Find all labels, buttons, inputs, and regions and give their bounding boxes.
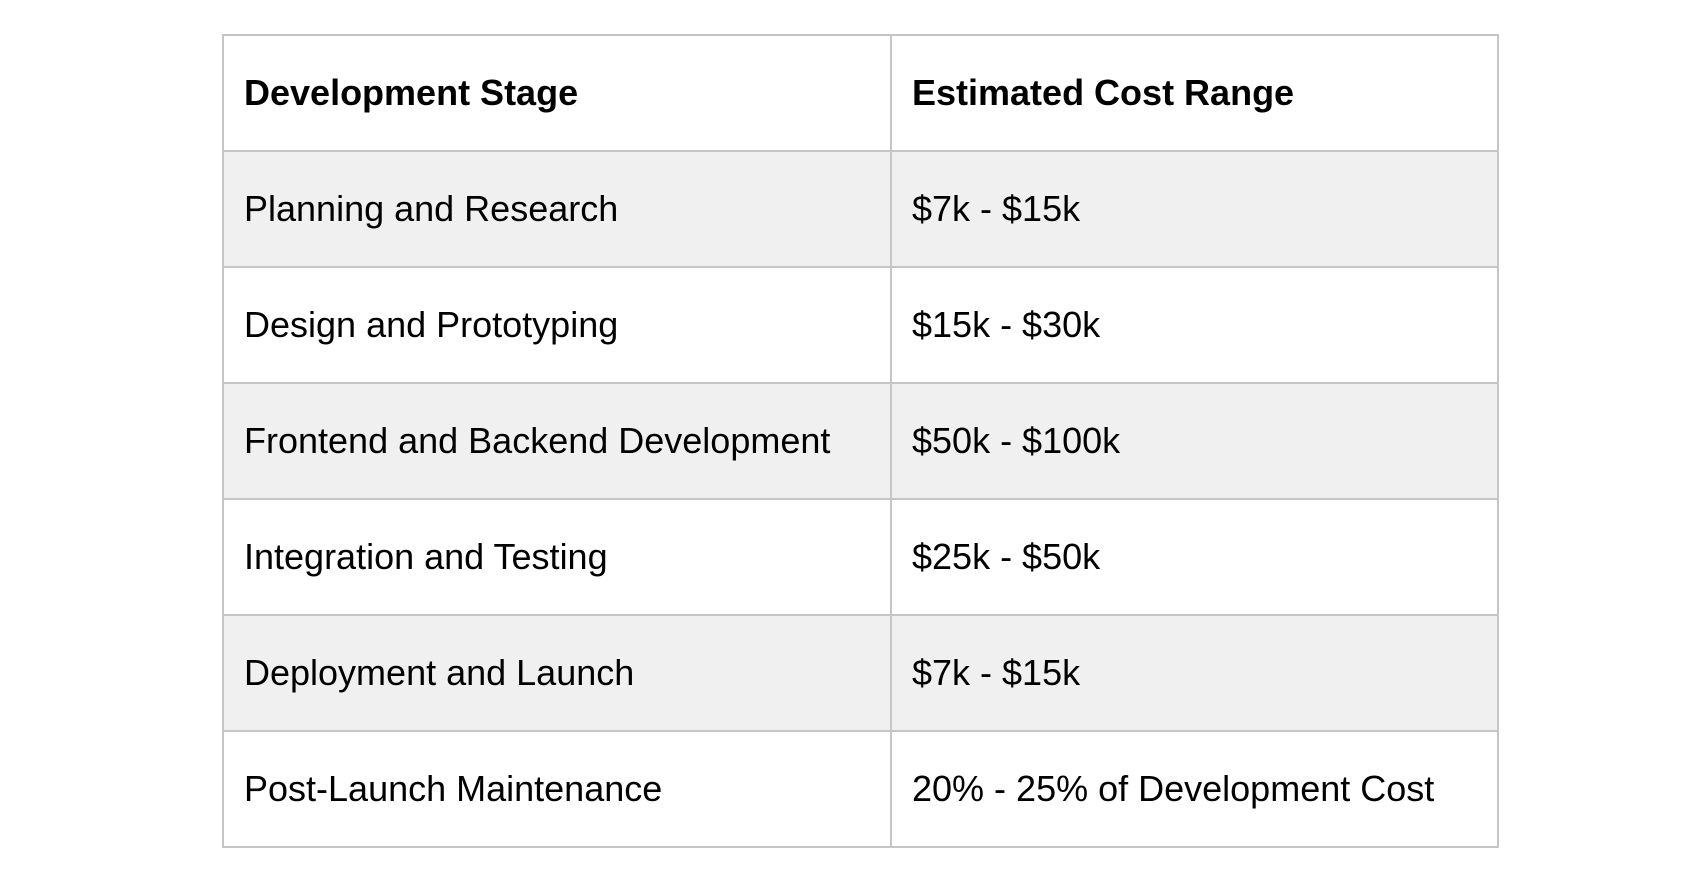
table-row: Integration and Testing $25k - $50k xyxy=(222,498,1499,616)
development-cost-table: Development Stage Estimated Cost Range P… xyxy=(222,34,1499,848)
stage-cell: Post-Launch Maintenance xyxy=(222,730,892,848)
column-header-estimated-cost-range: Estimated Cost Range xyxy=(890,34,1499,152)
stage-cell: Deployment and Launch xyxy=(222,614,892,732)
stage-cell: Frontend and Backend Development xyxy=(222,382,892,500)
stage-cell: Integration and Testing xyxy=(222,498,892,616)
table-row: Post-Launch Maintenance 20% - 25% of Dev… xyxy=(222,730,1499,848)
table-header-row: Development Stage Estimated Cost Range xyxy=(222,34,1499,152)
cost-cell: $15k - $30k xyxy=(890,266,1499,384)
cost-cell: 20% - 25% of Development Cost xyxy=(890,730,1499,848)
cost-cell: $25k - $50k xyxy=(890,498,1499,616)
cost-cell: $50k - $100k xyxy=(890,382,1499,500)
table-row: Deployment and Launch $7k - $15k xyxy=(222,614,1499,732)
cost-cell: $7k - $15k xyxy=(890,150,1499,268)
table-row: Design and Prototyping $15k - $30k xyxy=(222,266,1499,384)
column-header-development-stage: Development Stage xyxy=(222,34,892,152)
cost-cell: $7k - $15k xyxy=(890,614,1499,732)
table-row: Frontend and Backend Development $50k - … xyxy=(222,382,1499,500)
stage-cell: Design and Prototyping xyxy=(222,266,892,384)
stage-cell: Planning and Research xyxy=(222,150,892,268)
table-row: Planning and Research $7k - $15k xyxy=(222,150,1499,268)
